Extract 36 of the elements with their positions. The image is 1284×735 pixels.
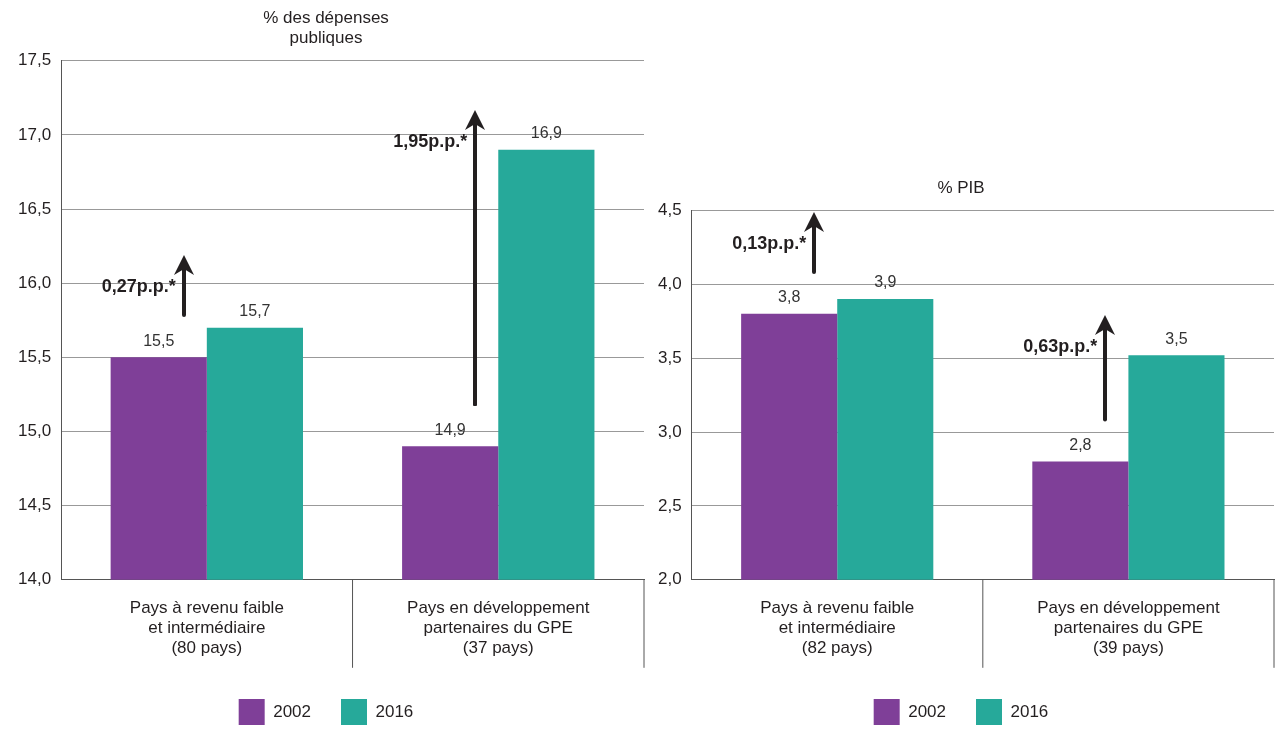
data-label: 14,9	[434, 420, 466, 438]
x-tick-label: Pays en développement partenaires du GPE (39 pays)	[1037, 597, 1220, 658]
legend-label: 2002	[908, 701, 947, 721]
annotation: 1,95p.p.*	[393, 130, 468, 151]
y-tick-label: 14,0	[17, 569, 52, 589]
chart-title: % PIB	[937, 177, 985, 197]
legend-label: 2016	[1010, 701, 1049, 721]
annotation: 0,13p.p.*	[732, 232, 807, 253]
annotation: 0,63p.p.*	[1023, 336, 1098, 357]
y-tick-label: 17,5	[17, 50, 52, 70]
y-tick-label: 2,5	[657, 495, 682, 515]
y-tick-label: 3,5	[657, 347, 682, 367]
y-tick-label: 4,5	[657, 200, 682, 220]
y-tick-label: 4,0	[657, 273, 682, 293]
data-label: 2,8	[1069, 436, 1092, 453]
y-tick-label: 3,0	[657, 421, 682, 441]
y-tick-label: 14,5	[17, 495, 52, 515]
data-label: 3,5	[1165, 329, 1188, 347]
x-tick-label: Pays à revenu faible et intermédiaire (82 pays)	[760, 597, 915, 658]
data-label: 3,9	[874, 273, 897, 291]
y-tick-label: 15,5	[17, 347, 52, 367]
legend-label: 2002	[273, 701, 312, 721]
y-tick-label: 2,0	[657, 569, 682, 589]
data-label: 15,5	[143, 331, 175, 349]
y-tick-label: 16,0	[17, 272, 52, 292]
chart-title: % des dépenses publiques	[263, 7, 389, 48]
legend-label: 2016	[375, 701, 414, 721]
annotation: 0,27p.p.*	[101, 276, 176, 297]
data-label: 15,7	[239, 302, 271, 320]
y-tick-label: 16,5	[17, 198, 52, 218]
y-tick-label: 15,0	[17, 421, 52, 441]
x-tick-label: Pays à revenu faible et intermédiaire (80 pays)	[129, 597, 284, 658]
x-tick-label: Pays en développement partenaires du GPE (37 pays)	[407, 597, 590, 658]
y-tick-label: 17,0	[17, 124, 52, 144]
data-label: 3,8	[778, 288, 801, 306]
data-label: 16,9	[530, 124, 563, 142]
